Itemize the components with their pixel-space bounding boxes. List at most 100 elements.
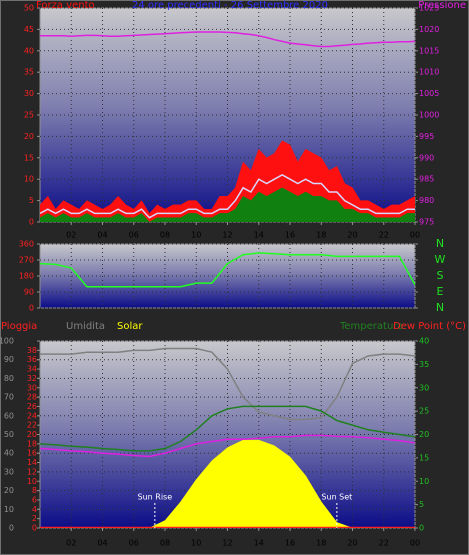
x-tick-label: 12	[222, 231, 232, 240]
y2-tick-label: 10	[27, 477, 37, 486]
legend-label: Dew Point (°C)	[393, 321, 466, 332]
series-area	[40, 187, 415, 222]
x-tick-label: 20	[347, 539, 357, 548]
y2-tick-label: 36	[27, 355, 37, 364]
y-tick-label: 10	[24, 175, 34, 184]
y2-tick-label: 8	[32, 486, 37, 495]
y2-tick-label: 6	[32, 495, 37, 504]
y-tick-label: 30	[24, 89, 34, 98]
y2-tick-label: N	[436, 237, 444, 250]
x-tick-label: 22	[379, 539, 389, 548]
y2-tick-label: 26	[27, 402, 37, 411]
chart-title: 24 ore precedenti - 26 Settembre 2020	[132, 0, 328, 11]
y-tick-label: 40	[24, 46, 34, 55]
x-tick-label: 16	[285, 231, 295, 240]
y-tick-label: 30	[4, 467, 14, 476]
x-tick-label: 06	[129, 231, 139, 240]
y-tick-label: 90	[24, 288, 34, 297]
y-tick-label: 35	[24, 68, 34, 77]
series-line	[40, 347, 415, 421]
x-tick-label: 08	[160, 539, 170, 548]
y2-tick-label: 975	[419, 218, 434, 227]
y-tick-label: 270	[19, 256, 34, 265]
y-tick-label: 180	[19, 272, 34, 281]
y-tick-label: 20	[4, 486, 14, 495]
y2-tick-label: 16	[27, 449, 37, 458]
series-area	[40, 439, 415, 528]
y2-tick-label: 1015	[419, 46, 439, 55]
y-tick-label: 0	[29, 304, 34, 313]
y2-tick-label: 990	[419, 153, 434, 162]
x-tick-label: 00	[410, 539, 420, 548]
x-tick-label: 00	[410, 231, 420, 240]
y2-tick-label: 1025	[419, 4, 439, 13]
y2-tick-label: 1005	[419, 89, 439, 98]
y2-tick-label: 14	[27, 458, 37, 467]
y-tick-label: 50	[24, 4, 34, 13]
y-tick-label: 90	[4, 355, 14, 364]
y3-tick-label: 25	[419, 407, 429, 416]
y-tick-label: 0	[29, 218, 34, 227]
legend-label: Umidita	[66, 321, 105, 332]
x-tick-label: 04	[97, 231, 107, 240]
y-tick-label: 80	[4, 374, 14, 383]
y-tick-label: 0	[9, 524, 14, 533]
y-tick-label: 5	[29, 196, 34, 205]
y-tick-label: 15	[24, 153, 34, 162]
y-tick-label: 360	[19, 240, 34, 249]
legend-label: Solar	[117, 321, 143, 332]
x-tick-label: 02	[66, 539, 76, 548]
y2-tick-label: 34	[27, 365, 37, 374]
x-tick-label: 20	[347, 231, 357, 240]
x-tick-label: 08	[160, 231, 170, 240]
x-tick-label: 18	[316, 231, 326, 240]
annotation: Sun Rise	[138, 493, 173, 502]
y3-tick-label: 40	[419, 337, 429, 346]
x-tick-label: 16	[285, 539, 295, 548]
y3-tick-label: 35	[419, 360, 429, 369]
y2-tick-label: 12	[27, 467, 37, 476]
annotation: Sun Set	[321, 493, 352, 502]
y-tick-label: 50	[4, 430, 14, 439]
y3-tick-label: 0	[419, 524, 424, 533]
y3-tick-label: 15	[419, 453, 429, 462]
y2-tick-label: 24	[27, 411, 37, 420]
y2-tick-label: 4	[32, 505, 37, 514]
y2-tick-label: 980	[419, 196, 434, 205]
plot-area	[40, 252, 415, 288]
x-tick-label: 14	[254, 539, 264, 548]
y3-tick-label: 10	[419, 477, 429, 486]
y2-tick-label: 985	[419, 175, 434, 184]
y-tick-label: 20	[24, 132, 34, 141]
legend-label: Pioggia	[1, 321, 37, 332]
y-tick-label: 10	[4, 505, 14, 514]
y2-tick-label: 2	[32, 514, 37, 523]
y2-tick-label: 20	[27, 430, 37, 439]
plot-area	[40, 347, 415, 528]
y3-tick-label: 30	[419, 383, 429, 392]
series-line	[40, 434, 415, 458]
series-line	[40, 252, 415, 288]
y3-tick-label: 20	[419, 430, 429, 439]
y2-tick-label: 22	[27, 421, 37, 430]
y-tick-label: 60	[4, 411, 14, 420]
y-tick-label: 45	[24, 25, 34, 34]
x-tick-label: 14	[254, 231, 264, 240]
y2-tick-label: E	[437, 285, 444, 298]
y2-tick-label: 32	[27, 374, 37, 383]
series-line	[40, 405, 415, 452]
series-line	[40, 31, 415, 48]
y2-tick-label: 1000	[419, 111, 439, 120]
y-tick-label: 70	[4, 393, 14, 402]
x-tick-label: 22	[379, 231, 389, 240]
x-tick-label: 04	[97, 539, 107, 548]
x-tick-label: 12	[222, 539, 232, 548]
legend-label: Temperatura	[339, 321, 404, 332]
y2-tick-label: 30	[27, 383, 37, 392]
y2-tick-label: 995	[419, 132, 434, 141]
y2-tick-label: 0	[32, 524, 37, 533]
x-tick-label: 18	[316, 539, 326, 548]
x-tick-label: 10	[191, 539, 201, 548]
y2-tick-label: 28	[27, 393, 37, 402]
